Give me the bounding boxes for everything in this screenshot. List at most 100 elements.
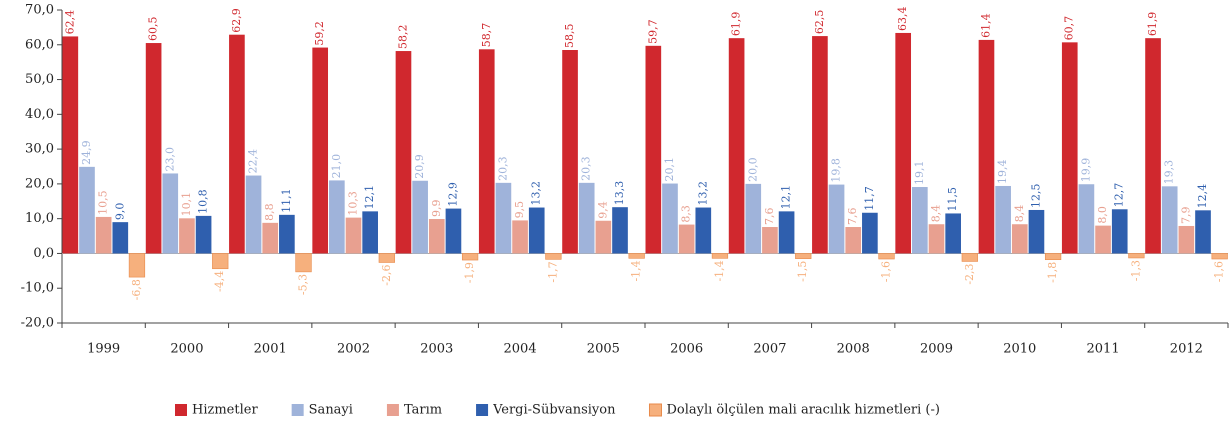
bar — [112, 222, 129, 254]
value-label: 62,5 — [813, 10, 826, 35]
value-label: 24,9 — [80, 140, 93, 165]
value-label: -1,8 — [1046, 262, 1059, 283]
bar — [495, 182, 512, 254]
value-label: 60,5 — [147, 17, 160, 42]
y-tick-label: -20,0 — [21, 316, 54, 331]
bar — [1044, 253, 1062, 261]
value-label: 7,6 — [763, 208, 776, 226]
bar — [1111, 209, 1128, 254]
bar — [745, 183, 762, 254]
bar — [1145, 38, 1161, 254]
bar — [478, 49, 495, 254]
value-label: 11,1 — [280, 188, 293, 213]
bar — [62, 36, 79, 254]
value-label: 8,4 — [930, 205, 943, 223]
value-label: 12,4 — [1196, 184, 1209, 209]
value-label: 7,6 — [846, 208, 859, 226]
bar — [412, 180, 428, 254]
bar — [428, 219, 445, 254]
bar — [728, 38, 745, 254]
value-label: 9,9 — [430, 200, 443, 218]
x-tick-label: 2008 — [837, 342, 870, 357]
value-label: 10,8 — [197, 189, 210, 214]
bar — [79, 166, 95, 254]
bar — [711, 253, 729, 259]
bar — [1011, 224, 1028, 254]
value-label: 12,1 — [363, 185, 376, 210]
bar — [312, 47, 329, 254]
value-label: 8,3 — [680, 205, 693, 223]
bar — [612, 207, 628, 254]
x-tick-label: 2011 — [1087, 342, 1120, 357]
y-tick-label: 20,0 — [25, 176, 54, 191]
bar — [845, 227, 862, 254]
value-label: 19,8 — [830, 158, 843, 183]
bar — [778, 211, 795, 254]
bar — [978, 39, 995, 254]
value-label: 12,9 — [446, 182, 459, 207]
bar — [1211, 253, 1228, 260]
value-label: -2,6 — [380, 264, 393, 285]
value-label: 20,3 — [580, 156, 593, 181]
y-tick-label: 10,0 — [25, 211, 54, 226]
legend-swatch — [291, 404, 304, 416]
value-label: -1,9 — [463, 262, 476, 283]
bar — [512, 220, 528, 254]
bar — [645, 45, 662, 254]
value-label: 10,3 — [347, 191, 360, 216]
bar — [445, 208, 462, 254]
bar — [162, 173, 179, 254]
bar — [895, 32, 912, 254]
legend-label: Dolaylı ölçülen mali aracılık hizmetleri… — [666, 403, 939, 418]
bar — [912, 187, 928, 254]
legend-swatch — [175, 404, 187, 416]
bar — [678, 224, 695, 254]
x-tick-label: 2001 — [254, 342, 287, 357]
legend-swatch — [386, 404, 399, 416]
y-tick-label: 70,0 — [25, 3, 54, 18]
bar — [329, 180, 345, 254]
bar — [545, 253, 562, 260]
bar — [762, 227, 778, 254]
bar — [795, 253, 812, 259]
value-label: 19,3 — [1163, 160, 1176, 185]
x-tick-label: 2006 — [670, 342, 703, 357]
legend-label: Hizmetler — [192, 403, 258, 418]
bar — [1095, 225, 1111, 254]
legend-label: Vergi-Sübvansiyon — [492, 403, 616, 418]
legend-label: Sanayi — [309, 403, 353, 418]
value-label: 20,9 — [413, 154, 426, 179]
value-label: 12,1 — [780, 185, 793, 210]
y-tick-label: 60,0 — [25, 37, 54, 52]
value-label: -1,4 — [630, 260, 643, 281]
value-label: -1,6 — [880, 261, 893, 282]
value-label: -5,3 — [297, 274, 310, 295]
bar — [461, 253, 479, 261]
legend-swatch — [476, 404, 489, 416]
y-tick-label: 0,0 — [33, 246, 54, 261]
bar — [279, 214, 295, 254]
value-label: 8,0 — [1096, 206, 1109, 224]
value-label: 10,5 — [97, 190, 110, 214]
bar — [362, 211, 378, 254]
bar — [1128, 253, 1145, 259]
bar — [145, 43, 162, 254]
y-tick-label: 30,0 — [25, 142, 54, 157]
y-tick-label: 40,0 — [25, 107, 54, 122]
bar — [695, 207, 712, 254]
value-label: -2,3 — [963, 263, 976, 284]
bar — [928, 224, 945, 254]
x-tick-label: 2002 — [337, 342, 370, 357]
bar — [878, 253, 895, 260]
value-label: 20,1 — [663, 157, 676, 182]
value-label: 13,3 — [613, 181, 626, 206]
y-tick-label: -10,0 — [21, 281, 54, 296]
value-label: 19,9 — [1079, 158, 1092, 183]
x-tick-label: 2009 — [920, 342, 953, 357]
value-label: 11,7 — [863, 186, 876, 211]
value-label: 22,4 — [247, 149, 260, 173]
bar — [95, 216, 112, 254]
x-tick-label: 2004 — [504, 342, 537, 357]
value-label: 63,4 — [896, 6, 909, 31]
